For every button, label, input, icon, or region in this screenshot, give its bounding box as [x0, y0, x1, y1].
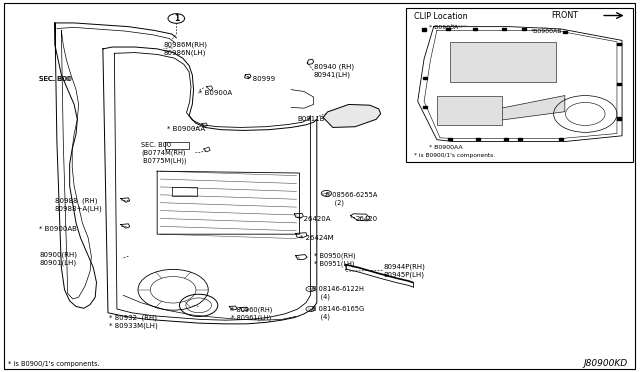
- Text: * B0950(RH)
* B0951(LH): * B0950(RH) * B0951(LH): [314, 253, 355, 267]
- Text: CLIP Location: CLIP Location: [414, 12, 467, 21]
- Text: * 80932  (RH)
* 80933M(LH): * 80932 (RH) * 80933M(LH): [109, 314, 158, 328]
- Bar: [424, 106, 428, 108]
- Text: 1: 1: [173, 14, 179, 23]
- Bar: [559, 138, 563, 140]
- Bar: [617, 42, 621, 45]
- Bar: [424, 77, 428, 80]
- Text: * B0900AB: * B0900AB: [39, 226, 77, 232]
- Text: * 26424M: * 26424M: [300, 235, 333, 241]
- Polygon shape: [495, 96, 565, 121]
- Bar: [447, 28, 451, 30]
- Text: J80900KD: J80900KD: [584, 359, 628, 368]
- Text: SEC. B00: SEC. B00: [39, 76, 72, 81]
- Text: FRONT: FRONT: [551, 11, 579, 20]
- Text: B 08146-6122H
    (4): B 08146-6122H (4): [312, 286, 364, 301]
- Text: * 80960(RH)
* 80961(LH): * 80960(RH) * 80961(LH): [230, 307, 272, 321]
- Text: 26420: 26420: [355, 217, 377, 222]
- Text: * B0900A: * B0900A: [429, 25, 458, 30]
- Bar: [518, 138, 522, 140]
- Bar: [450, 42, 556, 82]
- Text: *B0900AB: *B0900AB: [531, 29, 563, 33]
- Bar: [502, 28, 506, 30]
- Text: 80986M(RH)
80986N(LH): 80986M(RH) 80986N(LH): [164, 42, 207, 56]
- Text: B 08146-6165G
    (4): B 08146-6165G (4): [312, 306, 364, 320]
- Bar: [476, 138, 480, 140]
- Polygon shape: [323, 105, 381, 128]
- Bar: [563, 31, 567, 33]
- Text: 80944P(RH)
80945P(LH): 80944P(RH) 80945P(LH): [384, 264, 426, 279]
- Bar: [522, 28, 526, 30]
- Text: * 80999: * 80999: [246, 76, 275, 81]
- Text: * B0900AA: * B0900AA: [429, 145, 462, 150]
- Bar: [473, 28, 477, 30]
- Text: S 08566-6255A
    (2): S 08566-6255A (2): [326, 192, 378, 206]
- Text: * is B0900/1's components.: * is B0900/1's components.: [8, 361, 100, 367]
- Text: SEC. B00: SEC. B00: [39, 76, 71, 81]
- Bar: [437, 96, 502, 125]
- Bar: [406, 8, 633, 162]
- Text: 80940 (RH)
80941(LH): 80940 (RH) 80941(LH): [314, 64, 354, 78]
- Text: B0911B: B0911B: [298, 116, 325, 122]
- Text: * 26420A: * 26420A: [298, 217, 330, 222]
- Text: * B0900A: * B0900A: [198, 90, 232, 96]
- Bar: [448, 138, 452, 140]
- Bar: [617, 118, 621, 120]
- Bar: [504, 138, 508, 140]
- Text: SEC. B00
(B0774M(RH)
 B0775M(LH)): SEC. B00 (B0774M(RH) B0775M(LH)): [141, 142, 187, 164]
- Text: 80988  (RH)
80988+A(LH): 80988 (RH) 80988+A(LH): [55, 197, 103, 212]
- Text: * is B0900/1's components.: * is B0900/1's components.: [414, 153, 495, 158]
- Text: 80900(RH)
80901(LH): 80900(RH) 80901(LH): [39, 251, 77, 266]
- Text: * B0900AA: * B0900AA: [167, 126, 205, 132]
- Bar: [617, 83, 621, 85]
- Bar: [422, 29, 426, 31]
